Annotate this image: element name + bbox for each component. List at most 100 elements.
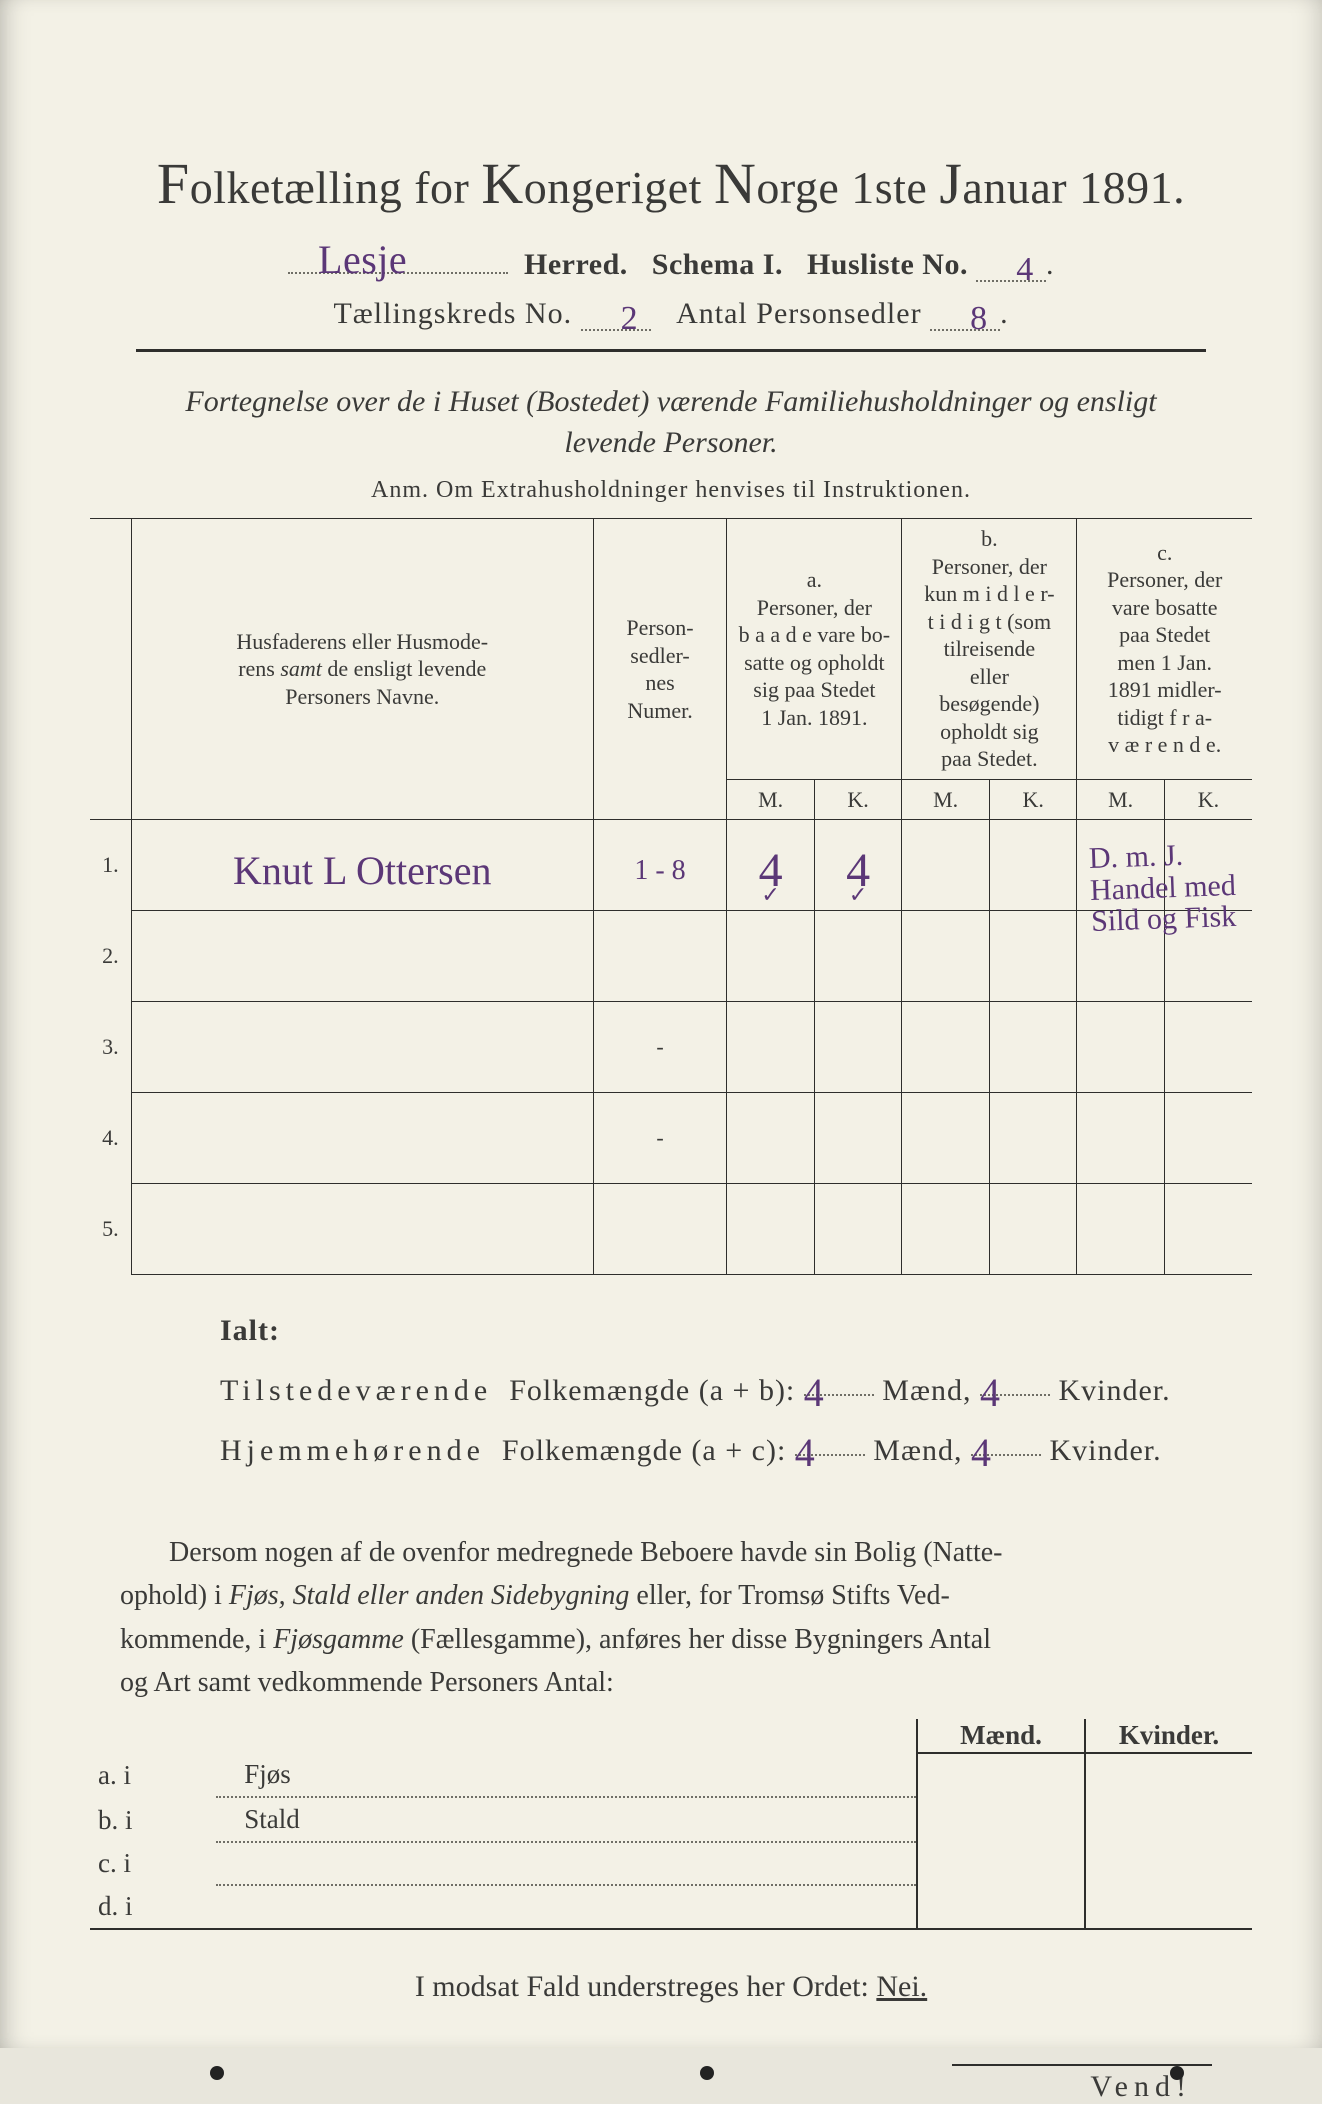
col-c-M: M.: [1077, 779, 1165, 820]
row-bK: [989, 820, 1077, 911]
row-num: 5.: [90, 1184, 131, 1275]
census-tbody: 1. Knut L Ottersen 1 - 8 4 ✓ 4 ✓: [90, 820, 1252, 1275]
vend-label: Vend!: [90, 2070, 1252, 2104]
row-name: [131, 1184, 593, 1275]
herred-value: Lesje: [318, 240, 407, 280]
census-table: Husfaderens eller Husmode-rens samt de e…: [90, 518, 1252, 1275]
totals-1-K: 4: [980, 1373, 1001, 1413]
col-idx-head: [90, 519, 131, 820]
row-cK: [1164, 820, 1252, 911]
row-sedler: 1 - 8: [593, 820, 727, 911]
fj-key: d. i: [90, 1885, 216, 1929]
fj-key: a. i: [90, 1753, 216, 1797]
table-row: 2.: [90, 911, 1252, 1002]
header-rule: [136, 349, 1205, 352]
table-row: 4. -: [90, 1093, 1252, 1184]
col-num-head: Person-sedler-nesNumer.: [593, 519, 727, 820]
subheading: Fortegnelse over de i Huset (Bostedet) v…: [90, 382, 1252, 463]
antal-label: Antal Personsedler: [676, 297, 921, 330]
sidebyg-table: Mænd. Kvinder. a. i Fjøs b. i Stald c. i…: [90, 1719, 1252, 1930]
herred-field: Lesje: [288, 239, 508, 274]
antal-field: 8: [930, 296, 1000, 331]
sidebyg-row: c. i: [90, 1842, 1252, 1885]
table-row: 5.: [90, 1184, 1252, 1275]
col-b-M: M.: [902, 779, 990, 820]
row-num: 3.: [90, 1002, 131, 1093]
husliste-field: 4: [976, 247, 1046, 282]
row-num: 4.: [90, 1093, 131, 1184]
antal-value: 8: [970, 302, 988, 336]
ialt-label: Ialt:: [220, 1314, 280, 1347]
header-line-kreds: Tællingskreds No. 2 Antal Personsedler 8…: [90, 296, 1252, 331]
col-b-K: K.: [989, 779, 1077, 820]
col-c-K: K.: [1164, 779, 1252, 820]
fj-key: b. i: [90, 1797, 216, 1842]
kreds-field: 2: [581, 296, 651, 331]
kreds-label: Tællingskreds No.: [333, 297, 572, 330]
col-b-head: b. Personer, derkun m i d l e r-t i d i …: [902, 519, 1077, 780]
row-sedler: -: [593, 1002, 727, 1093]
schema-label: Schema I.: [652, 248, 783, 281]
row-bM: [902, 820, 990, 911]
sidebyg-paragraph: Dersom nogen af de ovenfor medregnede Be…: [90, 1531, 1252, 1705]
census-title: Folketælling for Kongeriget Norge 1ste J…: [90, 150, 1252, 217]
row-sedler: [593, 911, 727, 1002]
row-aK: 4 ✓: [814, 820, 902, 911]
maend-label-2: Mænd,: [873, 1434, 962, 1467]
row-name: Knut L Ottersen: [131, 820, 593, 911]
fj-label: [216, 1842, 917, 1885]
row-sedler: [593, 1184, 727, 1275]
col-a-head: a. Personer, derb a a d e vare bo-satte …: [727, 519, 902, 780]
row-num: 2.: [90, 911, 131, 1002]
sidebyg-row: a. i Fjøs: [90, 1753, 1252, 1797]
subheading-line1: Fortegnelse over de i Huset (Bostedet) v…: [185, 385, 1156, 418]
fj-maend-head: Mænd.: [917, 1719, 1085, 1753]
kvinder-label: Kvinder.: [1058, 1374, 1170, 1407]
totals-2-K: 4: [971, 1433, 992, 1473]
modsat-text: I modsat Fald understreges her Ordet:: [415, 1970, 869, 2003]
sidebyg-row: b. i Stald: [90, 1797, 1252, 1842]
table-row: 1. Knut L Ottersen 1 - 8 4 ✓ 4 ✓: [90, 820, 1252, 911]
row-aM: 4 ✓: [727, 820, 815, 911]
col-a-K: K.: [814, 779, 902, 820]
anm-note: Anm. Om Extrahusholdninger henvises til …: [90, 477, 1252, 504]
row-num: 1.: [90, 820, 131, 911]
maend-label: Mænd,: [882, 1374, 971, 1407]
totals-line1: Tilstedeværende Folkemængde (a + b): 4 M…: [220, 1361, 1252, 1421]
subheading-line2: levende Personer.: [564, 426, 777, 459]
row-name: [131, 1093, 593, 1184]
fj-label: Stald: [216, 1797, 917, 1842]
nei-word: Nei.: [876, 1970, 927, 2003]
fj-label: Fjøs: [216, 1753, 917, 1797]
col-c-head: c. Personer, dervare bosattepaa Stedetme…: [1077, 519, 1252, 780]
checkmark-icon: ✓: [761, 882, 779, 908]
totals-2-M: 4: [795, 1433, 816, 1473]
sidebyg-row: d. i: [90, 1885, 1252, 1929]
col-name-head: Husfaderens eller Husmode-rens samt de e…: [131, 519, 593, 820]
totals-line2: Hjemmehørende Folkemængde (a + c): 4 Mæn…: [220, 1421, 1252, 1481]
fj-key: c. i: [90, 1842, 216, 1885]
totals-block: Ialt: Tilstedeværende Folkemængde (a + b…: [220, 1301, 1252, 1481]
sidebyg-head: Mænd. Kvinder.: [90, 1719, 1252, 1753]
header-line-herred: Lesje Herred. Schema I. Husliste No. 4 .: [90, 239, 1252, 282]
kvinder-label-2: Kvinder.: [1049, 1434, 1161, 1467]
table-row: 3. -: [90, 1002, 1252, 1093]
hole-icon: [1170, 2066, 1184, 2080]
kreds-value: 2: [621, 302, 639, 336]
husliste-label: Husliste No.: [807, 248, 968, 281]
checkmark-icon: ✓: [849, 882, 867, 908]
row-sedler: -: [593, 1093, 727, 1184]
fj-label: [216, 1885, 917, 1929]
row-name: [131, 911, 593, 1002]
row-name: [131, 1002, 593, 1093]
modsat-line: I modsat Fald understreges her Ordet: Ne…: [90, 1970, 1252, 2004]
husliste-value: 4: [1016, 253, 1034, 287]
fj-kvinder-head: Kvinder.: [1085, 1719, 1252, 1753]
row-cM: [1077, 820, 1165, 911]
hole-icon: [210, 2066, 224, 2080]
vend-rule: [952, 2064, 1212, 2066]
col-a-M: M.: [727, 779, 815, 820]
herred-label: Herred.: [524, 248, 628, 281]
hole-icon: [700, 2066, 714, 2080]
totals-1-M: 4: [804, 1373, 825, 1413]
